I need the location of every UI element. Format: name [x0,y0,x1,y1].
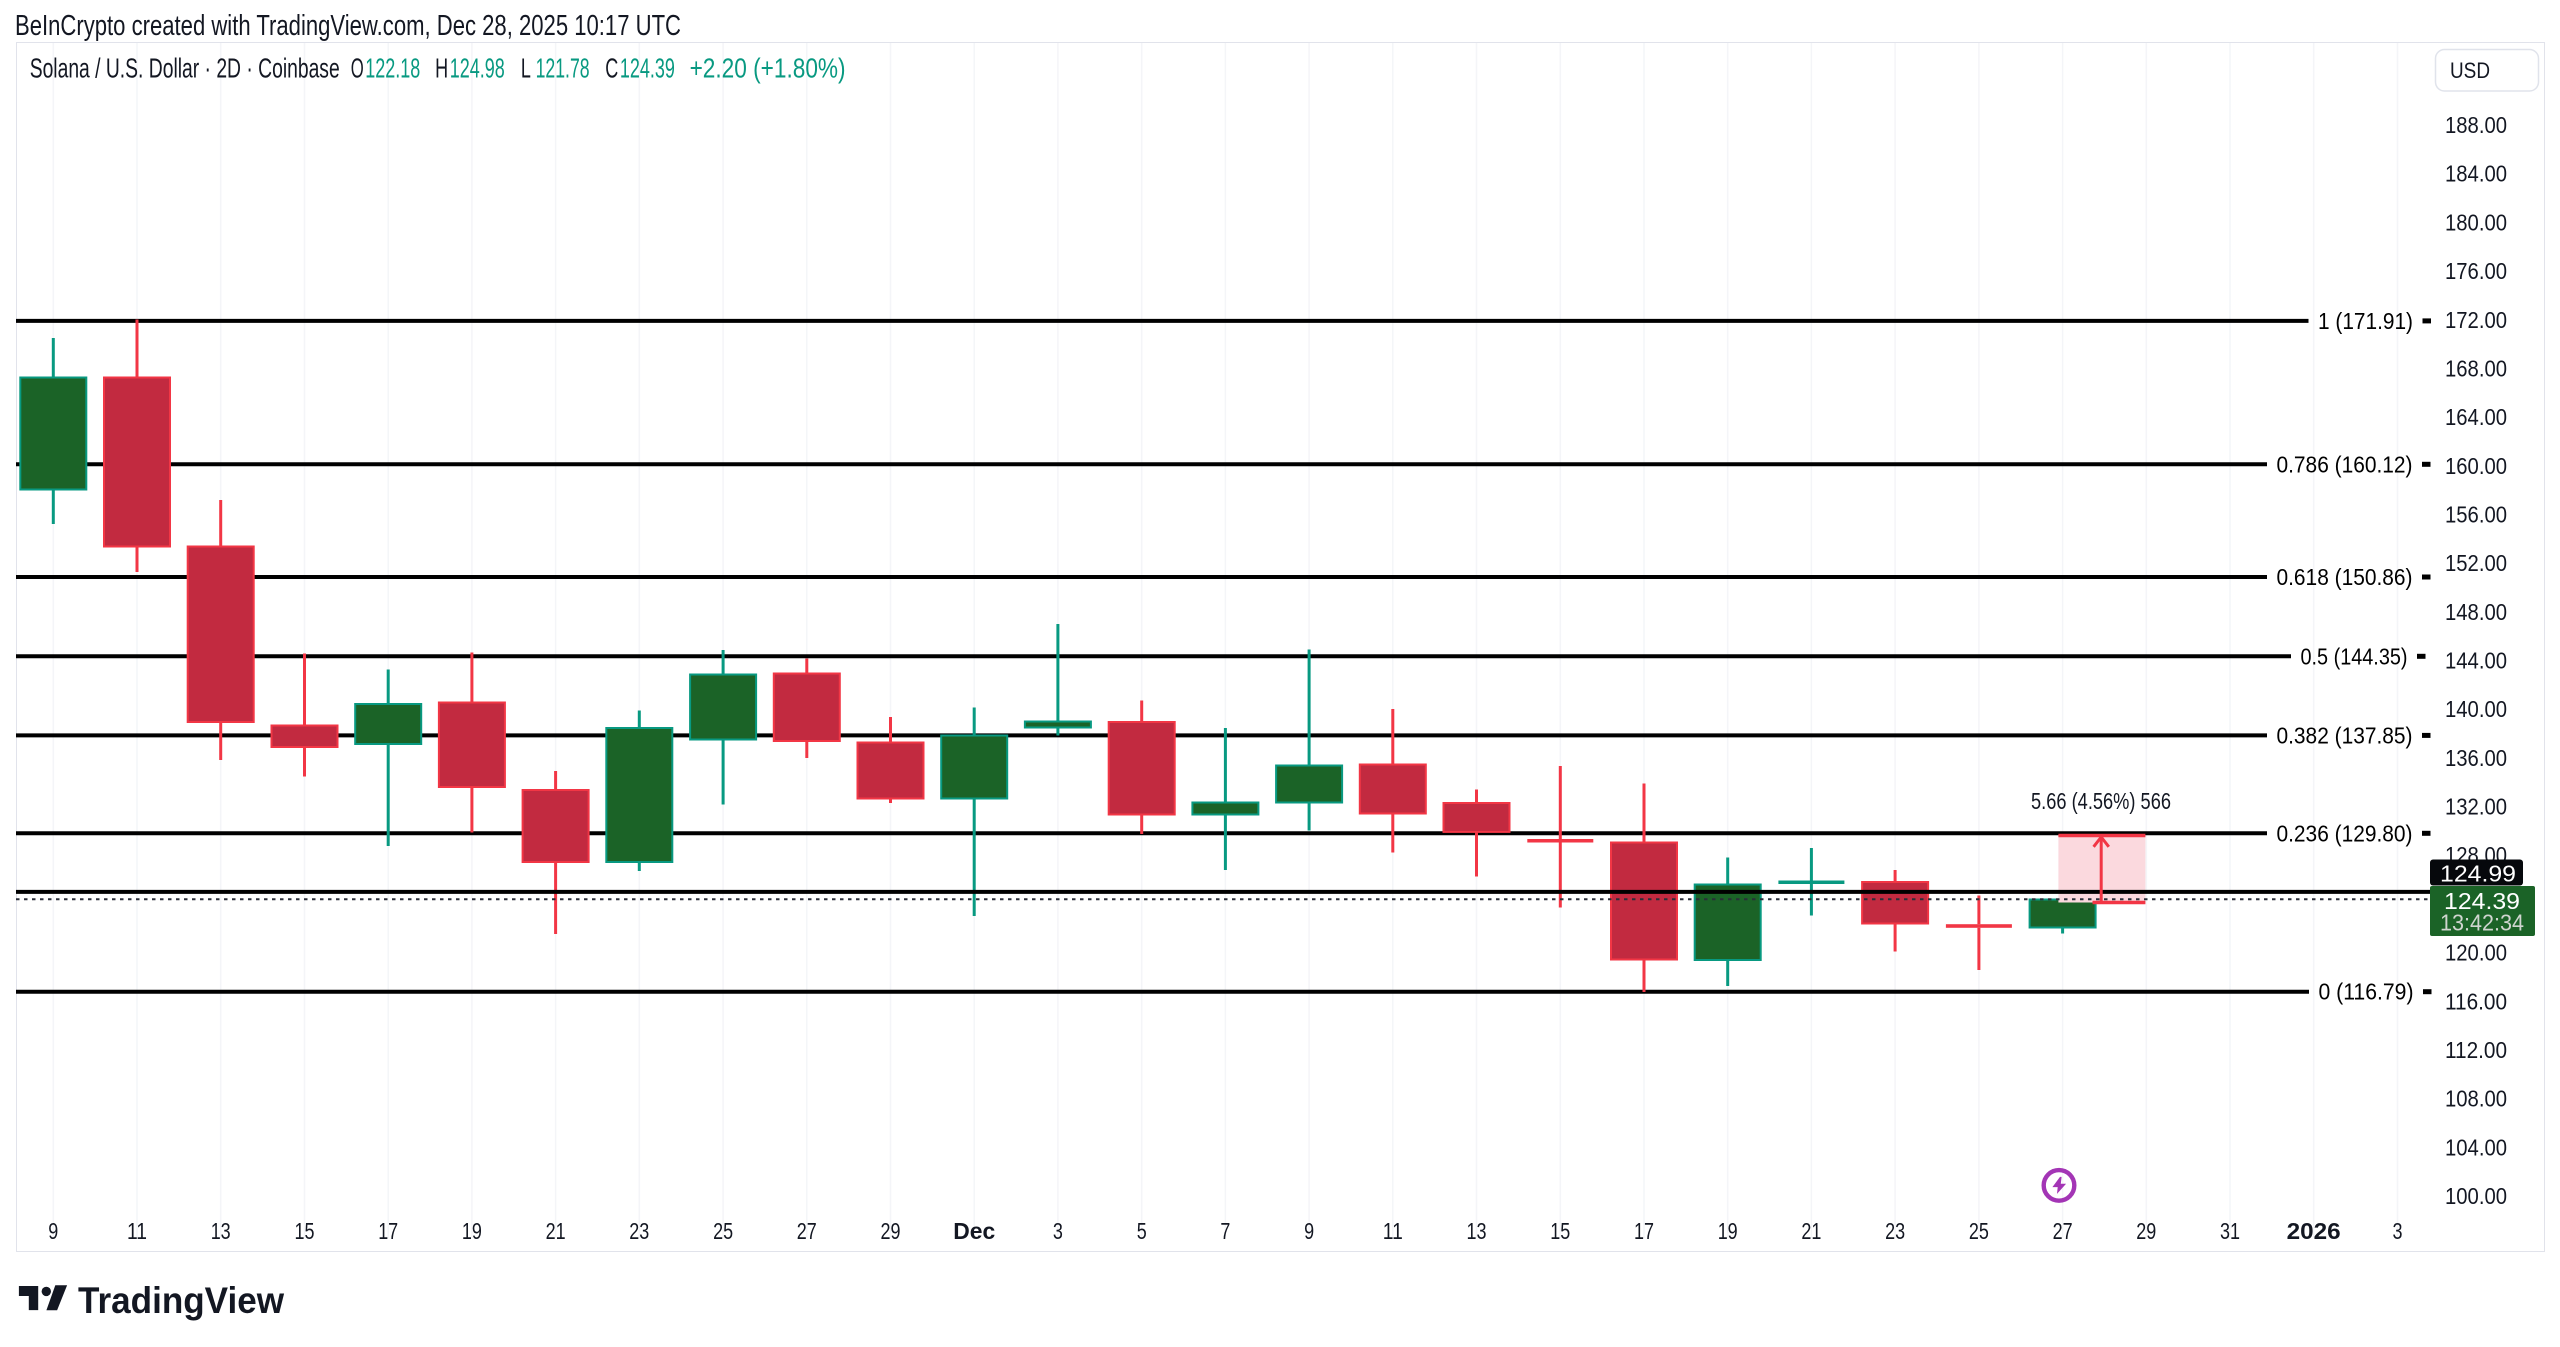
svg-text:11: 11 [127,1218,147,1244]
svg-text:29: 29 [881,1218,901,1244]
svg-text:7: 7 [1220,1218,1230,1244]
svg-text:1 (171.91): 1 (171.91) [2318,308,2413,334]
svg-text:9: 9 [48,1218,58,1244]
svg-text:21: 21 [546,1218,566,1244]
svg-text:25: 25 [1969,1218,1989,1244]
svg-text:164.00: 164.00 [2445,404,2507,430]
svg-text:176.00: 176.00 [2445,258,2507,284]
svg-text:136.00: 136.00 [2445,745,2507,771]
svg-text:29: 29 [2136,1218,2156,1244]
svg-text:5.66 (4.56%) 566: 5.66 (4.56%) 566 [2031,788,2171,814]
svg-text:23: 23 [1885,1218,1905,1244]
svg-text:0.618 (150.86): 0.618 (150.86) [2277,564,2413,590]
svg-text:O: O [351,53,364,84]
svg-text:H: H [435,53,448,84]
svg-text:116.00: 116.00 [2445,988,2507,1014]
svg-text:0.5 (144.35): 0.5 (144.35) [2301,643,2408,669]
svg-text:13: 13 [211,1218,231,1244]
svg-text:120.00: 120.00 [2445,940,2507,966]
svg-text:124.39: 124.39 [620,53,675,84]
svg-text:TradingView: TradingView [78,1280,284,1321]
svg-text:25: 25 [713,1218,733,1244]
svg-text:13:42:34: 13:42:34 [2440,910,2524,936]
svg-text:3: 3 [1053,1218,1063,1244]
svg-text:160.00: 160.00 [2445,453,2507,479]
svg-text:140.00: 140.00 [2445,696,2507,722]
svg-text:124.99: 124.99 [2440,861,2516,887]
svg-text:17: 17 [1634,1218,1654,1244]
svg-text:168.00: 168.00 [2445,355,2507,381]
svg-text:152.00: 152.00 [2445,550,2507,576]
svg-text:184.00: 184.00 [2445,161,2507,187]
svg-text:188.00: 188.00 [2445,112,2507,138]
svg-text:31: 31 [2220,1218,2240,1244]
svg-text:112.00: 112.00 [2445,1037,2507,1063]
svg-text:122.18: 122.18 [365,53,420,84]
svg-text:156.00: 156.00 [2445,502,2507,528]
svg-text:19: 19 [462,1218,482,1244]
svg-text:27: 27 [2053,1218,2073,1244]
svg-text:132.00: 132.00 [2445,794,2507,820]
svg-text:121.78: 121.78 [536,53,590,84]
svg-text:180.00: 180.00 [2445,209,2507,235]
svg-text:0 (116.79): 0 (116.79) [2319,979,2414,1005]
svg-text:2026: 2026 [2287,1218,2341,1244]
svg-text:0.382 (137.85): 0.382 (137.85) [2277,722,2413,748]
svg-text:0.786 (160.12): 0.786 (160.12) [2277,451,2413,477]
svg-text:+2.20 (+1.80%): +2.20 (+1.80%) [690,53,846,84]
svg-text:L: L [521,53,531,84]
svg-text:108.00: 108.00 [2445,1086,2507,1112]
svg-text:23: 23 [629,1218,649,1244]
svg-text:100.00: 100.00 [2445,1183,2507,1209]
svg-text:BeInCrypto created with Tradin: BeInCrypto created with TradingView.com,… [15,10,681,42]
svg-text:27: 27 [797,1218,817,1244]
svg-text:124.39: 124.39 [2444,888,2520,914]
svg-text:15: 15 [295,1218,315,1244]
svg-text:19: 19 [1718,1218,1738,1244]
svg-text:104.00: 104.00 [2445,1134,2507,1160]
svg-text:15: 15 [1550,1218,1570,1244]
svg-text:Solana / U.S. Dollar · 2D · Co: Solana / U.S. Dollar · 2D · Coinbase [30,53,340,84]
svg-text:21: 21 [1801,1218,1821,1244]
svg-text:0.236 (129.80): 0.236 (129.80) [2277,820,2413,846]
svg-text:3: 3 [2393,1218,2403,1244]
svg-text:9: 9 [1304,1218,1314,1244]
svg-text:Dec: Dec [953,1218,995,1244]
svg-text:172.00: 172.00 [2445,307,2507,333]
svg-text:C: C [605,53,618,84]
svg-text:17: 17 [378,1218,398,1244]
svg-text:USD: USD [2450,58,2490,83]
svg-text:124.98: 124.98 [450,53,505,84]
svg-text:5: 5 [1137,1218,1147,1244]
svg-text:144.00: 144.00 [2445,648,2507,674]
svg-text:148.00: 148.00 [2445,599,2507,625]
svg-text:13: 13 [1467,1218,1487,1244]
svg-text:11: 11 [1383,1218,1403,1244]
